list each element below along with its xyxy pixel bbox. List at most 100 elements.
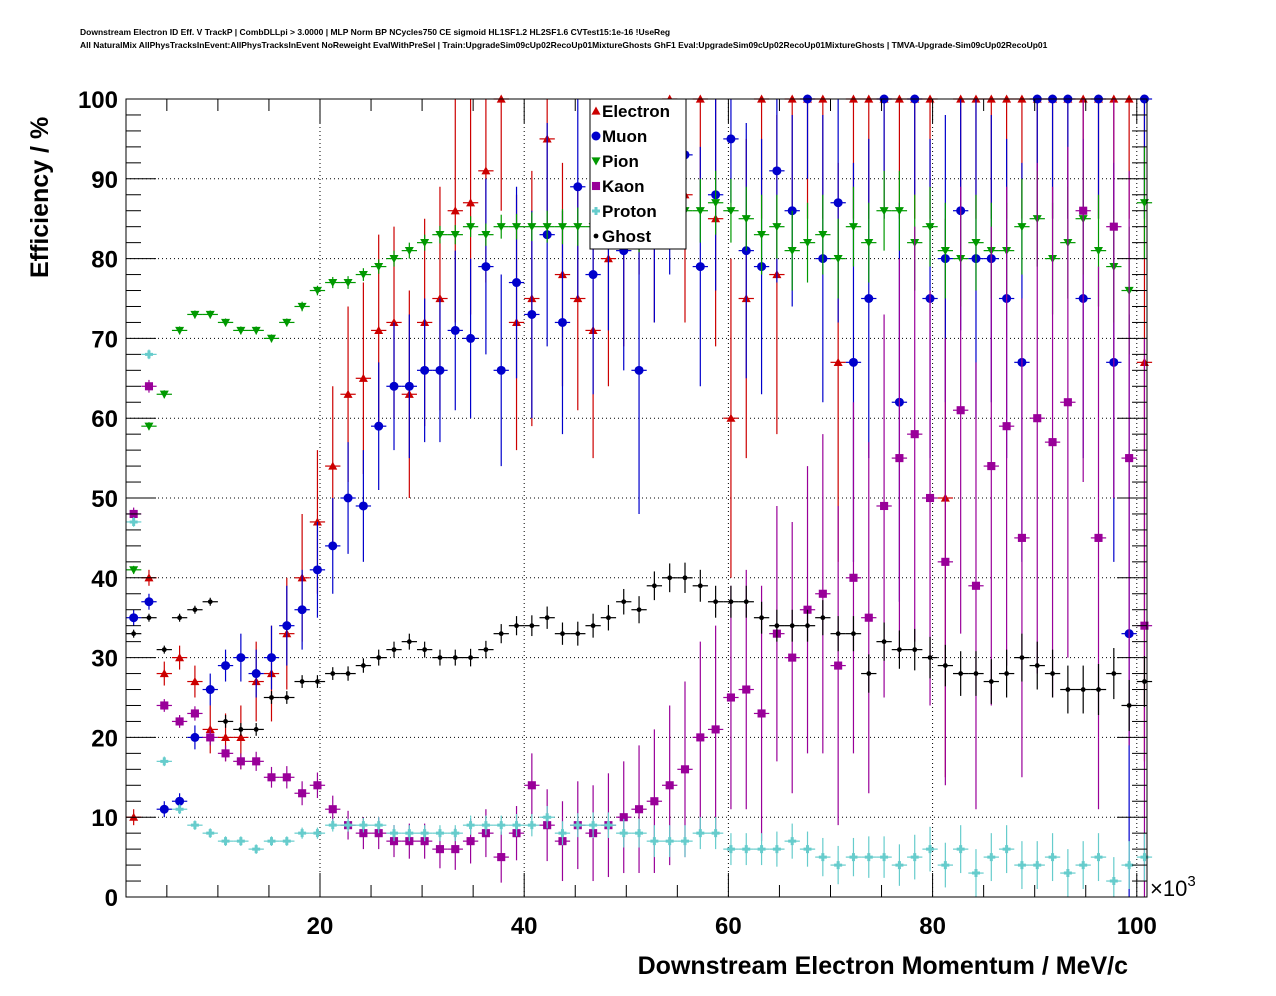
data-point: [344, 821, 353, 830]
data-point: [452, 655, 458, 660]
y-tick-label: 60: [91, 406, 118, 433]
data-point: [544, 615, 550, 621]
series-ghost: [126, 562, 1153, 736]
data-point: [190, 709, 199, 718]
data-point: [834, 661, 843, 670]
data-point: [343, 389, 353, 398]
data-point: [435, 231, 445, 240]
data-point: [1033, 861, 1042, 870]
data-point: [726, 845, 735, 854]
data-point: [956, 845, 965, 854]
data-point: [282, 621, 292, 631]
data-point: [146, 615, 152, 621]
data-point: [284, 695, 290, 700]
x-multiplier-exp: 3: [1187, 873, 1195, 890]
data-point: [437, 655, 443, 660]
data-point: [236, 653, 246, 663]
data-point: [573, 182, 583, 192]
legend-label: Pion: [602, 152, 639, 171]
data-point: [910, 430, 919, 439]
data-point: [818, 231, 828, 240]
data-point: [787, 247, 797, 256]
data-point: [221, 318, 231, 327]
data-point: [315, 679, 320, 684]
data-point: [266, 653, 276, 663]
x-tick-label: 60: [715, 913, 742, 940]
data-point: [606, 615, 611, 621]
data-point: [881, 639, 887, 645]
data-point: [420, 239, 430, 248]
data-point: [466, 198, 476, 207]
data-point: [940, 247, 950, 256]
data-point: [205, 310, 215, 319]
data-point: [269, 695, 274, 700]
data-point: [267, 773, 276, 782]
data-point: [177, 615, 183, 621]
data-point: [253, 727, 259, 732]
data-point: [252, 845, 261, 854]
data-point: [376, 655, 382, 660]
data-point: [741, 215, 751, 224]
data-point: [713, 599, 719, 605]
data-point: [481, 166, 491, 175]
data-point: [912, 647, 918, 653]
data-point: [542, 223, 552, 232]
data-point: [404, 247, 414, 256]
data-point: [726, 134, 736, 144]
header-line-2: All NaturalMix AllPhysTracksInEvent:AllP…: [80, 40, 1048, 50]
data-point: [560, 631, 565, 637]
data-point: [359, 821, 368, 830]
data-point: [696, 733, 705, 742]
data-point: [481, 231, 491, 240]
y-tick-label: 40: [91, 566, 118, 593]
y-tick-label: 30: [91, 646, 118, 673]
data-point: [514, 623, 519, 629]
data-point: [696, 829, 705, 838]
data-point: [1079, 206, 1088, 215]
data-point: [971, 239, 981, 248]
data-point: [1094, 247, 1104, 256]
data-point: [636, 607, 642, 613]
data-point: [223, 719, 228, 724]
data-point: [818, 589, 827, 598]
data-point: [958, 671, 964, 676]
data-point: [635, 805, 644, 814]
data-point: [879, 207, 889, 216]
data-point: [1017, 533, 1026, 542]
data-point: [1140, 853, 1149, 862]
data-point: [236, 326, 246, 335]
data-point: [1142, 679, 1147, 684]
series-proton: [126, 349, 1153, 897]
data-point: [619, 813, 628, 822]
data-point: [1034, 663, 1040, 668]
data-point: [557, 223, 567, 232]
data-point: [358, 373, 368, 382]
data-point: [803, 239, 813, 248]
data-point: [650, 797, 659, 806]
data-point: [468, 655, 473, 660]
data-point: [590, 623, 596, 629]
x-multiplier: ×103: [1150, 873, 1196, 901]
data-point: [345, 671, 351, 676]
kaon-legend-icon: [591, 181, 601, 191]
data-point: [206, 829, 215, 838]
data-point: [726, 207, 736, 216]
data-point: [422, 647, 428, 653]
data-point: [833, 255, 843, 264]
data-point: [772, 166, 782, 176]
data-point: [389, 317, 399, 327]
data-point: [726, 413, 736, 422]
data-point: [527, 821, 536, 830]
data-point: [575, 631, 581, 637]
data-point: [848, 223, 858, 232]
data-point: [1063, 398, 1072, 407]
data-point: [129, 566, 139, 575]
data-point: [743, 599, 749, 605]
legend-entry-ghost: Ghost: [593, 227, 651, 246]
data-point: [282, 837, 291, 846]
data-point: [481, 821, 490, 830]
electron-legend-icon: [591, 106, 601, 115]
data-point: [1050, 671, 1055, 676]
data-point: [788, 653, 797, 662]
data-point: [312, 286, 322, 296]
